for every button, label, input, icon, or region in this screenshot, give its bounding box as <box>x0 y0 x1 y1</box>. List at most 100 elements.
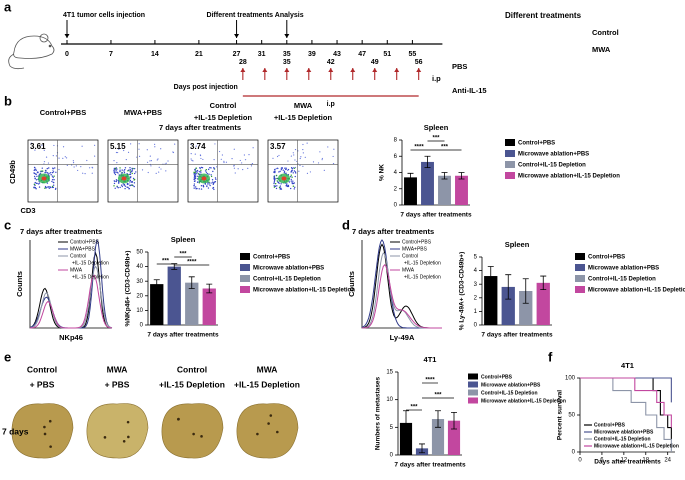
flow-event <box>149 160 151 162</box>
legend-label: Microwave ablation+PBS <box>588 266 659 272</box>
flow-event <box>122 183 124 185</box>
flow-event <box>215 178 217 181</box>
legend-label: Control+PBS <box>402 239 432 245</box>
arrow-head <box>416 68 422 72</box>
flow-event <box>38 182 41 184</box>
flow-event <box>212 186 215 189</box>
flow-event <box>293 182 295 184</box>
flow-event <box>321 157 323 160</box>
flow-event <box>190 158 192 160</box>
flow-event <box>35 173 37 175</box>
flow-event <box>47 186 49 188</box>
flow-event <box>214 177 217 179</box>
legend-label: Control+IL-15 Depletion <box>588 277 656 283</box>
flow-event <box>66 164 68 166</box>
error-bar <box>540 275 547 291</box>
flow-event <box>206 172 209 175</box>
flow-event <box>273 185 275 187</box>
flow-event <box>138 155 141 158</box>
y-axis-label: Numbers of metastases <box>375 376 382 450</box>
legend-label: Control+PBS <box>253 255 290 261</box>
flow-event <box>273 182 275 185</box>
legend-label: Control <box>402 253 418 259</box>
flow-event <box>62 157 64 159</box>
flow-event <box>287 160 289 162</box>
flow-event <box>127 186 129 189</box>
flow-event <box>35 169 37 172</box>
flow-event <box>37 183 40 185</box>
error-bar <box>188 276 195 289</box>
bar <box>150 284 164 325</box>
significance: **** <box>414 145 424 151</box>
flow-event <box>133 179 135 181</box>
flow-event <box>285 167 287 169</box>
flow-event <box>47 162 50 164</box>
bar <box>167 266 181 325</box>
flow-event <box>44 171 46 174</box>
flow-event <box>298 170 300 172</box>
flow-event <box>287 168 290 171</box>
panel-label: c <box>4 217 11 232</box>
legend-title: Different treatments <box>505 11 582 20</box>
flow-event <box>239 159 241 162</box>
flow-event <box>72 162 75 164</box>
flow-event <box>43 149 45 151</box>
legend-swatch <box>240 286 250 293</box>
day-label: 21 <box>195 51 203 58</box>
flow-event <box>52 171 55 173</box>
day-label: 0 <box>65 51 69 58</box>
chart-title: Spleen <box>505 240 530 249</box>
flow-event <box>157 158 159 160</box>
flow-event <box>275 174 278 177</box>
legend-swatch <box>505 161 515 168</box>
flow-event <box>193 183 196 185</box>
flow-event <box>302 143 304 146</box>
histogram-title: 7 days after treatments <box>20 227 102 236</box>
histogram-curve <box>29 274 113 329</box>
y-tick-label: 6 <box>394 154 398 160</box>
flow-event <box>197 175 199 178</box>
flow-event <box>194 153 196 155</box>
legend-label: +IL-15 Depletion <box>404 274 441 280</box>
flow-event <box>52 176 54 179</box>
flow-event <box>247 167 249 169</box>
flow-event <box>312 161 315 163</box>
flow-event <box>196 143 199 145</box>
flow-header: Control+PBS <box>40 108 86 117</box>
legend-item: Anti-IL-15 <box>452 86 487 95</box>
day-label: 35 <box>283 59 291 66</box>
flow-event <box>210 167 212 169</box>
y-tick-label: 50 <box>136 250 143 256</box>
error-bar <box>435 410 441 428</box>
flow-event <box>273 177 276 179</box>
error-bar <box>206 283 213 294</box>
flow-event <box>292 172 294 174</box>
photo-label: Control <box>177 364 207 374</box>
flow-event <box>113 159 115 162</box>
flow-event <box>118 148 120 150</box>
flow-event <box>218 150 221 153</box>
legend-label: +IL-15 Depletion <box>72 274 109 280</box>
legend-swatch <box>575 253 585 260</box>
y-tick-label: 50 <box>568 413 575 419</box>
arrow-head <box>234 34 240 38</box>
flow-event <box>280 188 283 190</box>
flow-event <box>299 164 301 166</box>
flow-event <box>282 169 284 171</box>
flow-event <box>196 178 199 180</box>
flow-event <box>200 185 203 187</box>
flow-event <box>115 180 118 183</box>
flow-event <box>41 144 43 147</box>
flow-percent: 3.61 <box>30 142 46 151</box>
y-tick-label: 10 <box>136 308 143 314</box>
flow-event <box>198 188 200 190</box>
flow-event <box>167 160 169 162</box>
flow-event <box>51 185 54 188</box>
flow-event <box>207 183 209 185</box>
flow-event <box>75 165 77 167</box>
flow-event <box>52 155 54 157</box>
legend-label: Control+IL-15 Depletion <box>253 277 321 283</box>
flow-event <box>292 180 294 182</box>
photo-label: +IL-15 Depletion <box>234 379 300 389</box>
flow-event <box>129 170 131 172</box>
